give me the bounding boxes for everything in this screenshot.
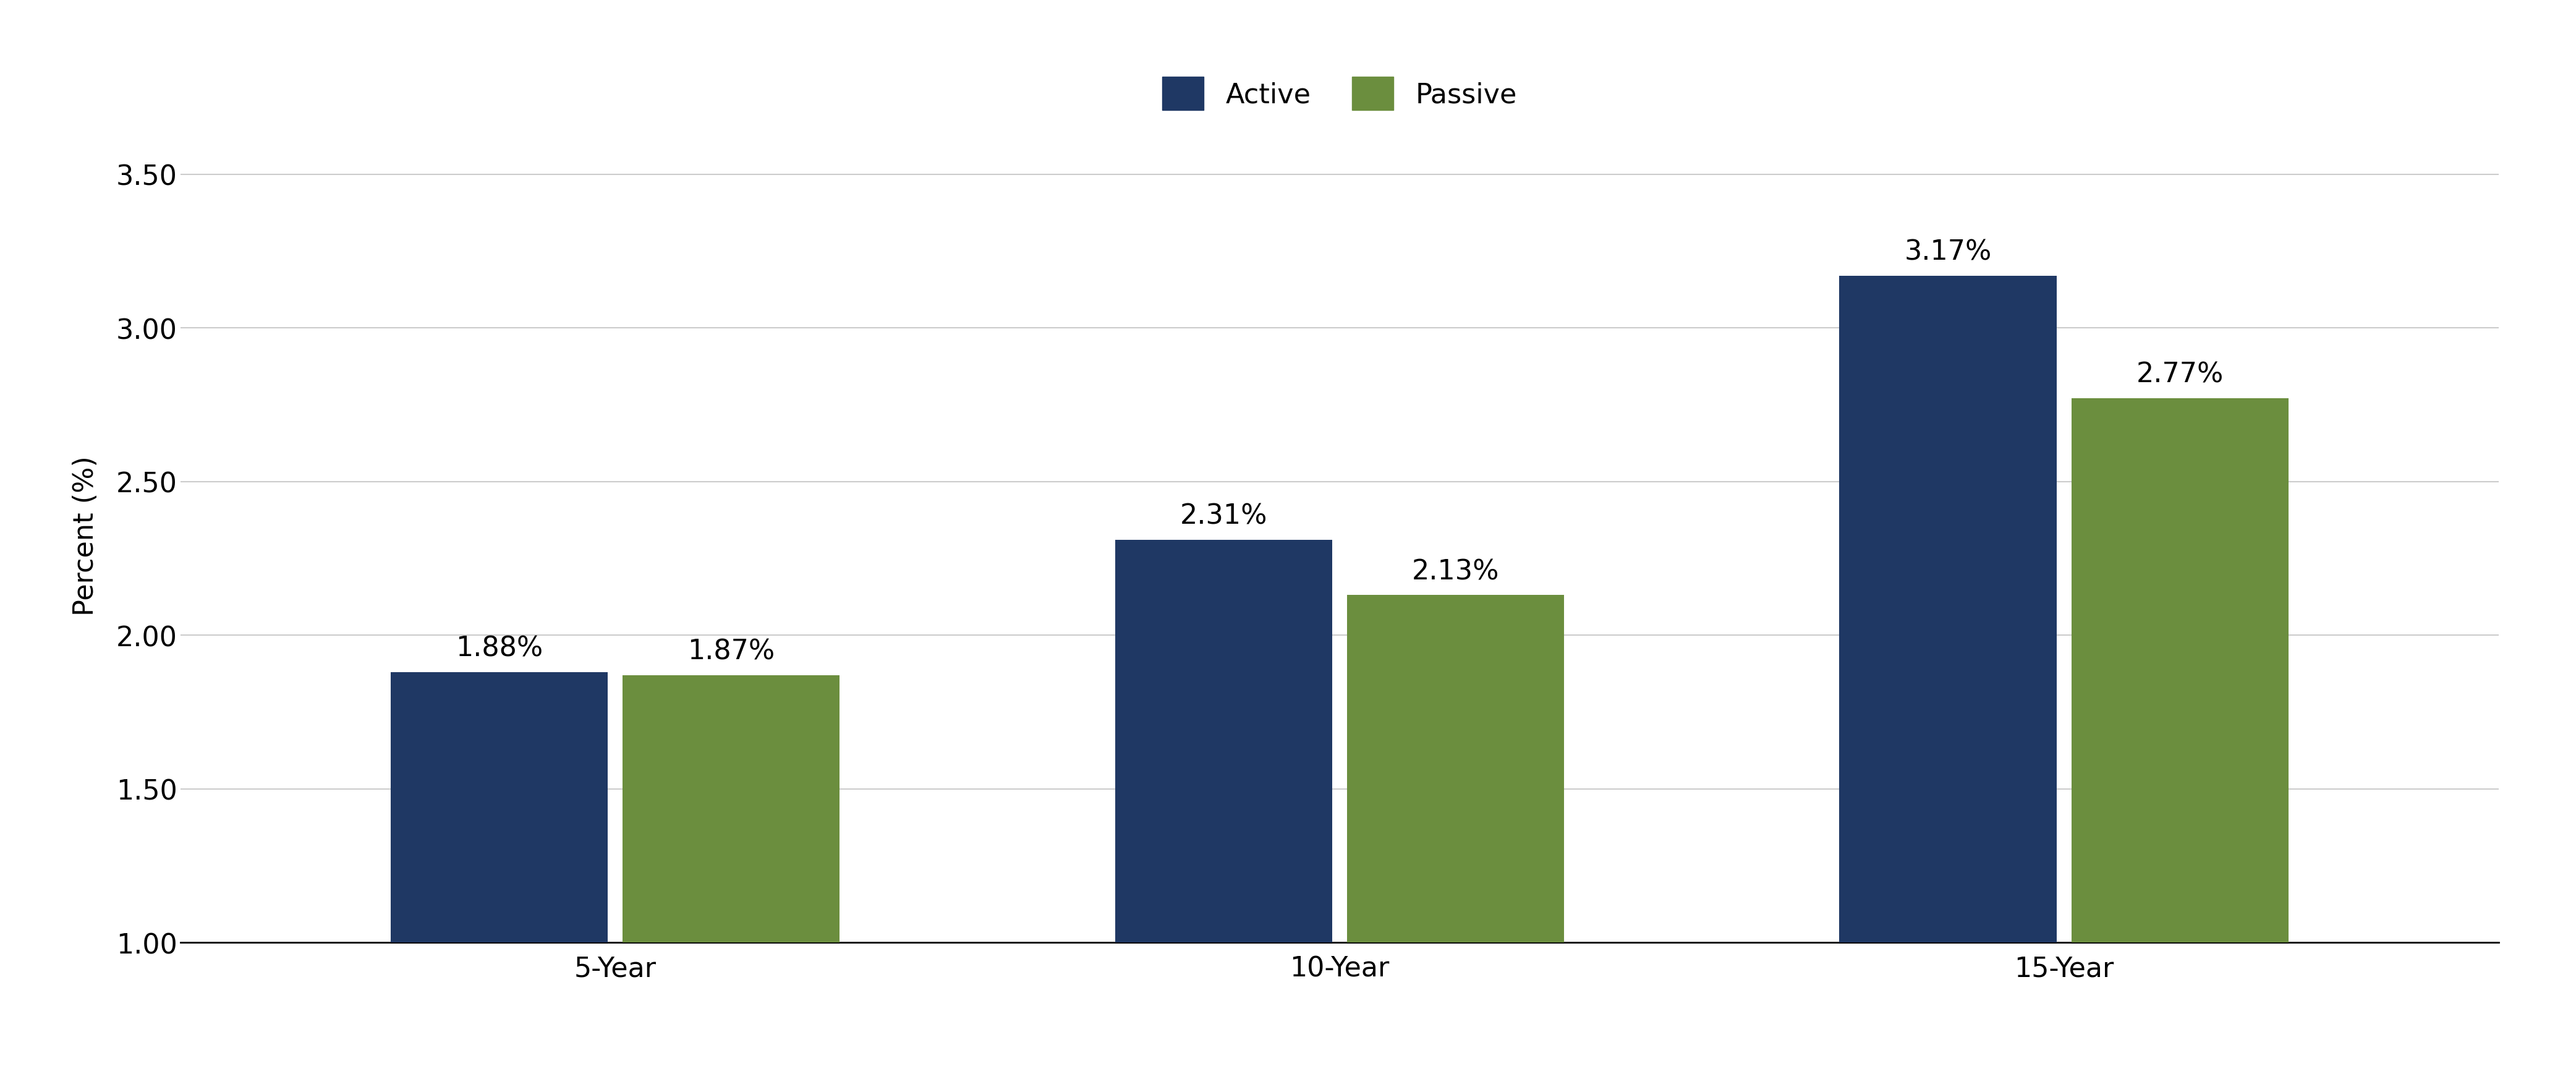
Bar (623, 675, 840, 1071)
Bar (392, 673, 608, 1071)
Text: 2.31%: 2.31% (1180, 502, 1267, 529)
Text: 1.88%: 1.88% (456, 635, 544, 662)
Text: 2.13%: 2.13% (1412, 558, 1499, 585)
Text: 2.77%: 2.77% (2136, 362, 2223, 388)
Bar (2071, 398, 2287, 1071)
Text: 1.87%: 1.87% (688, 638, 775, 664)
Text: 3.17%: 3.17% (1904, 239, 1991, 266)
Y-axis label: Percent (%): Percent (%) (72, 455, 98, 616)
Bar (1839, 276, 2056, 1071)
Bar (1347, 595, 1564, 1071)
Bar (1115, 540, 1332, 1071)
Legend: Active, Passive: Active, Passive (1162, 77, 1517, 110)
